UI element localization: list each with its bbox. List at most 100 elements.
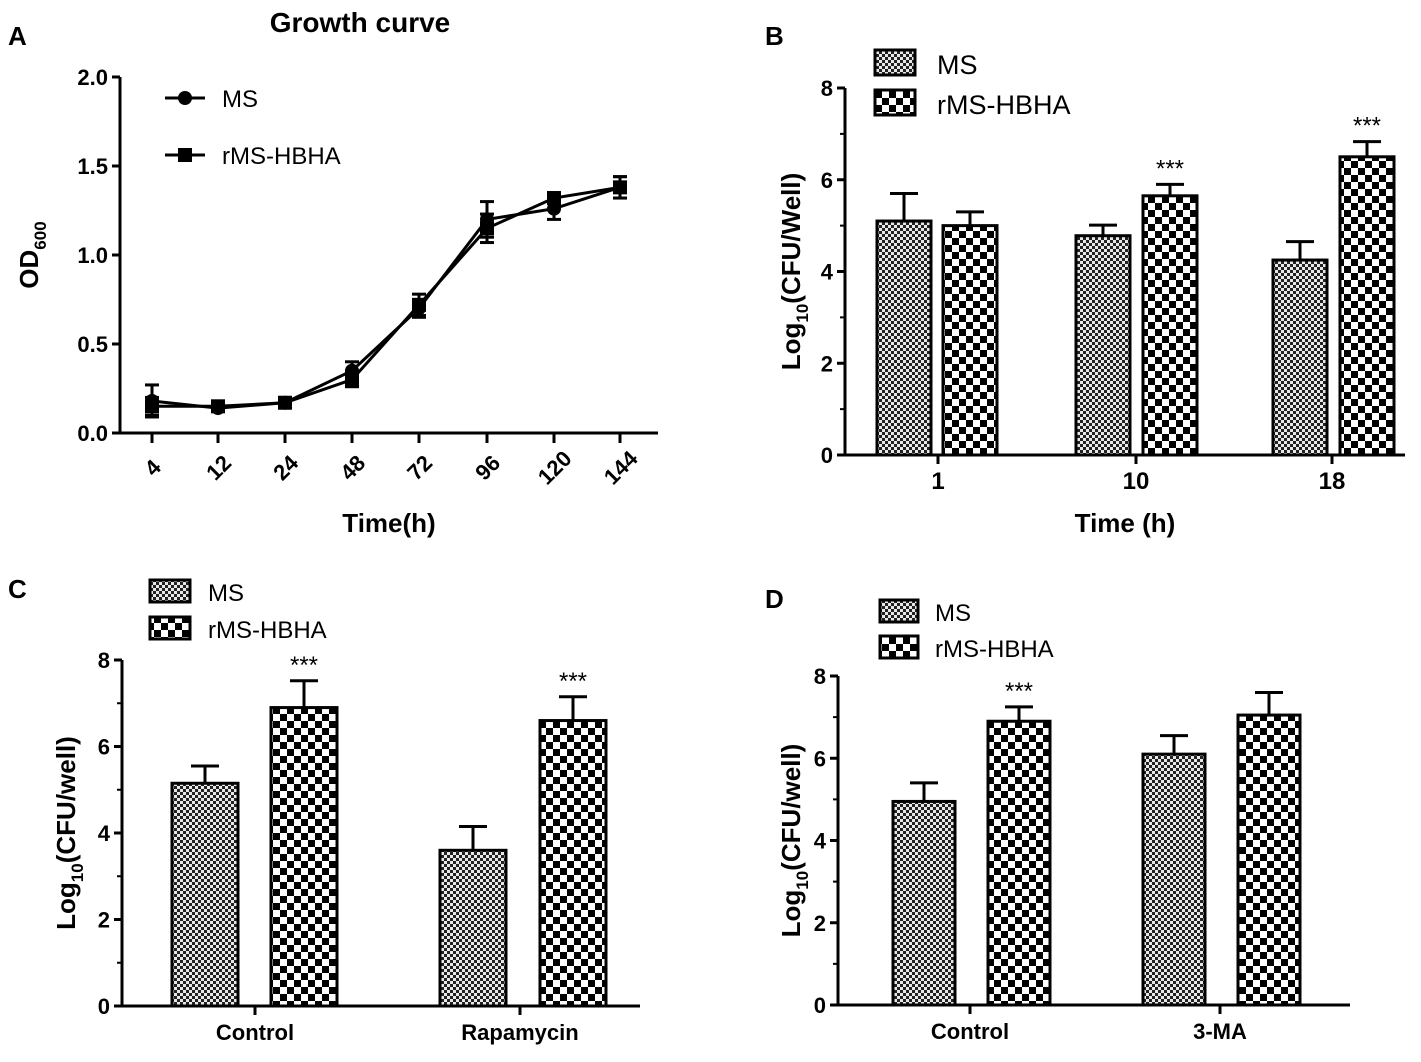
legend-label: rMS-HBHA [222,143,341,170]
y-tick-label: 0 [814,993,826,1018]
y-tick-label: 6 [98,735,110,760]
y-label-subscript: 10 [793,871,812,890]
data-point [278,395,292,410]
x-axis-label: Time (h) [1075,508,1176,538]
y-tick-label: 4 [821,260,834,285]
y-tick-label: 8 [814,664,826,689]
bar-rms-hbha [986,719,1052,1007]
data-point [345,372,359,387]
series-line-1 [152,185,621,408]
y-tick-label: 0.5 [77,332,108,357]
y-tick-label: 8 [821,76,833,101]
x-tick-label: 3-MA [1193,1019,1247,1044]
y-axis-label: OD600 [14,221,50,288]
bar-rms-hbha [538,719,608,1008]
y-tick-label: 0 [821,443,833,468]
panel-label: C [8,574,27,604]
legend-swatch [148,615,192,641]
x-tick-label: 18 [1319,468,1346,495]
legend-label: MS [937,50,978,80]
x-tick-label: 96 [470,450,505,485]
legend-swatch [873,88,917,117]
legend-swatch [148,578,192,604]
data-point [412,297,426,312]
data-point [547,191,561,206]
y-tick-label: 4 [814,829,827,854]
y-tick-label: 2.0 [77,65,108,90]
legend-circle-icon [178,91,192,105]
legend-label: MS [208,580,244,607]
chart-title: Growth curve [270,7,450,38]
x-tick-label: 1 [931,468,944,495]
y-label-main: Log [776,323,806,371]
bar-ms [1271,258,1329,457]
data-point [211,399,225,414]
data-point [145,399,159,414]
y-label-main: Log [51,882,81,930]
y-tick-label: 6 [821,168,833,193]
x-tick-label: 72 [402,450,437,485]
legend-swatch [878,634,920,660]
significance-label: *** [1156,155,1184,182]
panel-c: C 0 2 4 6 8 Log10(CFU/well) Control Rapamycin MS *… [8,574,640,1045]
legend-label: MS [222,86,258,113]
data-point [480,221,494,236]
y-label-main: Log [776,890,806,938]
bar-ms [891,799,957,1007]
bar-rms-hbha [1141,194,1199,457]
significance-label: *** [1005,678,1033,705]
y-label-rest: (CFU/well) [51,736,81,863]
x-tick-label: 12 [201,450,236,485]
x-tick-label: 4 [140,454,167,481]
panel-a: A 0.0 0.5 1.0 1.5 2.0 OD600 Growth curve 4 12 24 48… [8,7,658,538]
y-tick-label: 0.0 [77,421,108,446]
y-tick-label: 8 [98,648,110,673]
y-axis-label: Log10(CFU/well) [51,736,87,930]
bar-ms [438,848,508,1008]
y-label-subscript: 10 [793,304,812,323]
panel-label: B [765,21,784,51]
legend-swatch [873,48,917,77]
bar-rms-hbha [1338,155,1396,457]
y-label-rest: (CFU/Well) [776,173,806,304]
bar-ms [1141,752,1207,1007]
bar-rms-hbha [941,224,999,457]
legend-label: rMS-HBHA [935,636,1054,663]
x-axis-label: Time(h) [342,508,435,538]
y-tick-label: 0 [98,994,110,1019]
legend-label: rMS-HBHA [937,90,1071,120]
y-label-subscript: 600 [31,221,50,249]
x-tick-label: 24 [268,450,304,486]
x-tick-label: 10 [1123,468,1150,495]
y-tick-label: 2 [98,908,110,933]
x-tick-label: Control [931,1019,1009,1044]
significance-label: *** [290,652,318,679]
bar-ms [170,781,240,1008]
significance-label: *** [1353,113,1381,140]
y-axis-label: Log10(CFU/Well) [776,173,812,371]
y-tick-label: 2 [821,351,833,376]
legend-square-icon [178,148,192,162]
y-tick-label: 1.0 [77,243,108,268]
bar-ms [1074,234,1132,457]
y-label-main: OD [14,250,44,289]
bar-ms [875,219,933,457]
legend-swatch [878,598,920,624]
y-label-rest: (CFU/well) [776,744,806,871]
bar-rms-hbha [1236,713,1302,1007]
bar-rms-hbha [269,706,339,1008]
y-tick-label: 1.5 [77,154,108,179]
data-point [613,180,627,195]
x-tick-label: 48 [335,450,370,485]
y-tick-label: 2 [814,911,826,936]
y-axis-label: Log10(CFU/well) [776,744,812,938]
panel-d: D 0 2 4 6 8 Log10(CFU/well) Control 3-MA MS *** rMS… [765,584,1350,1044]
x-tick-label: Rapamycin [461,1020,578,1045]
panel-label: D [765,584,784,614]
x-tick-label: 120 [533,446,577,490]
legend-label: rMS-HBHA [208,617,327,644]
legend-label: MS [935,600,971,627]
data-point [547,201,561,216]
